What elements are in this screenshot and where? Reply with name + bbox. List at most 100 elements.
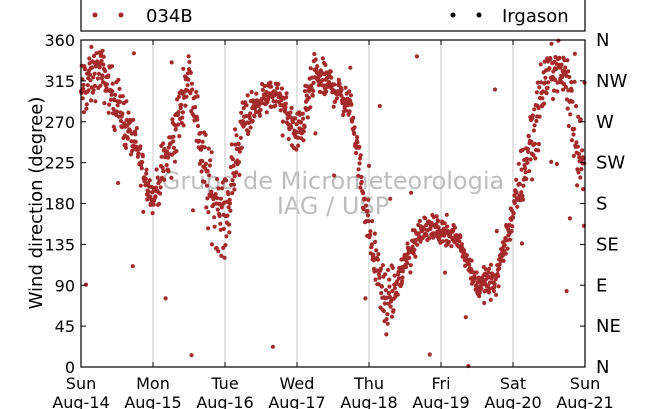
data-point: [91, 53, 97, 59]
data-point: [312, 51, 317, 57]
data-point: [530, 177, 535, 182]
data-point: [383, 272, 388, 277]
data-point: [333, 99, 338, 104]
data-point: [353, 150, 359, 156]
data-point: [249, 89, 254, 95]
x-tick-label-day: Sun: [570, 374, 600, 393]
data-point: [339, 93, 344, 98]
y-tick-label: 225: [44, 154, 75, 173]
data-point: [162, 177, 167, 182]
data-point: [440, 239, 445, 244]
legend-marker-irgason-1: [450, 12, 456, 18]
data-point: [186, 54, 191, 59]
data-point: [446, 239, 451, 244]
data-point: [155, 175, 160, 180]
data-point: [232, 187, 237, 192]
data-point: [239, 110, 244, 115]
data-point: [298, 120, 304, 125]
data-point: [227, 201, 233, 206]
data-point: [84, 106, 89, 111]
data-point: [526, 134, 531, 139]
data-point: [180, 115, 185, 120]
data-point: [203, 132, 208, 137]
data-point: [361, 191, 366, 196]
data-point: [181, 123, 186, 128]
data-point: [146, 189, 151, 194]
data-point: [359, 179, 364, 184]
data-point: [385, 312, 390, 317]
data-point: [270, 344, 275, 349]
data-point: [519, 190, 524, 195]
data-point: [227, 230, 232, 235]
data-point: [122, 121, 127, 126]
data-point: [533, 156, 538, 161]
data-point: [254, 91, 259, 96]
data-point: [434, 222, 439, 227]
data-point: [388, 304, 393, 309]
data-point: [273, 103, 278, 108]
data-point: [226, 205, 231, 210]
data-point: [231, 163, 236, 168]
data-point: [140, 154, 145, 159]
data-point: [176, 122, 181, 127]
data-point: [171, 145, 176, 150]
data-point: [87, 56, 92, 61]
data-point: [550, 96, 556, 102]
compass-label: NW: [596, 71, 627, 92]
data-point: [362, 196, 367, 201]
data-point: [301, 138, 306, 143]
data-point: [98, 83, 103, 88]
data-point: [571, 153, 576, 158]
data-point: [308, 105, 313, 110]
data-point: [238, 135, 243, 140]
data-point: [565, 58, 570, 63]
data-point: [528, 157, 533, 162]
data-point: [477, 290, 482, 295]
data-point: [278, 92, 283, 97]
grid-lines: [152, 40, 514, 367]
data-point: [220, 186, 225, 191]
data-point: [531, 153, 536, 158]
y-tick-label: 180: [44, 195, 75, 214]
data-point: [554, 161, 560, 167]
data-point: [248, 111, 253, 116]
data-point: [100, 73, 105, 78]
data-point: [114, 109, 120, 114]
data-point: [112, 127, 117, 133]
data-point: [109, 64, 115, 69]
data-point: [124, 99, 129, 104]
data-point: [252, 114, 257, 119]
data-point: [213, 192, 218, 197]
data-point: [532, 141, 538, 146]
data-point: [143, 176, 148, 181]
y-tick-label: 135: [44, 235, 75, 254]
data-point: [524, 156, 530, 162]
data-point: [97, 65, 102, 70]
data-point: [234, 170, 239, 175]
data-point: [157, 201, 162, 206]
data-point: [486, 270, 491, 275]
data-point: [144, 167, 149, 172]
data-point: [136, 151, 141, 156]
data-point: [569, 80, 574, 85]
data-point: [370, 219, 375, 224]
data-point: [521, 183, 526, 188]
data-point: [395, 292, 400, 297]
data-point: [313, 57, 318, 62]
data-point: [569, 138, 575, 143]
data-point: [209, 150, 214, 155]
data-point: [487, 266, 492, 271]
data-point: [209, 242, 215, 247]
data-point: [366, 219, 371, 224]
data-point: [404, 264, 409, 270]
data-point: [177, 134, 182, 139]
data-point: [130, 148, 135, 154]
data-point: [244, 103, 249, 108]
data-point: [556, 38, 561, 43]
legend-label-034b: 034B: [146, 6, 193, 27]
data-point: [81, 110, 86, 115]
data-point: [520, 147, 525, 153]
data-point: [521, 197, 526, 202]
data-point: [467, 262, 472, 267]
data-point: [169, 175, 174, 180]
